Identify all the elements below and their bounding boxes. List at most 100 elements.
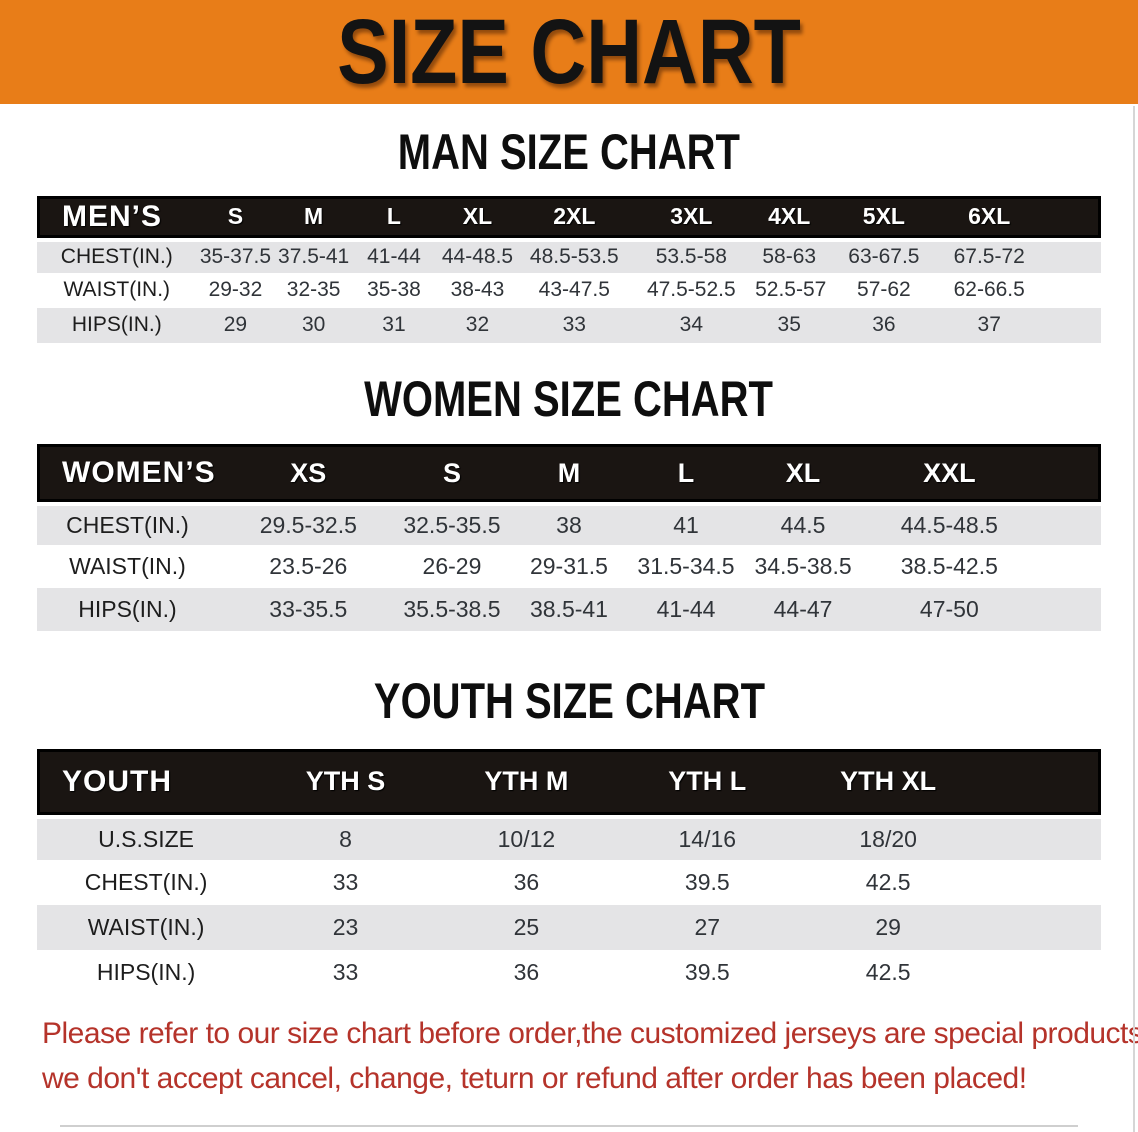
spacer-cell bbox=[1034, 307, 1101, 343]
cell: 14/16 bbox=[616, 814, 798, 860]
women-col-m: M bbox=[505, 444, 633, 502]
cell: 26-29 bbox=[398, 545, 506, 588]
cell: 18/20 bbox=[797, 814, 979, 860]
cell: 37 bbox=[943, 307, 1035, 343]
youth-header-row: YOUTH YTH S YTH M YTH L YTH XL bbox=[37, 748, 1101, 815]
cell: 42.5 bbox=[797, 949, 979, 995]
cell: 35-37.5 bbox=[196, 237, 275, 273]
cell: 33 bbox=[520, 307, 629, 343]
women-header-row: WOMEN’S XS S M L XL XXL bbox=[37, 444, 1101, 502]
women-section-title-text: WOMEN SIZE CHART bbox=[364, 370, 774, 427]
men-chest-row: CHEST(IN.) 35-37.5 37.5-41 41-44 44-48.5… bbox=[37, 237, 1101, 273]
spacer-cell bbox=[1031, 502, 1101, 545]
spacer-cell bbox=[1034, 237, 1101, 273]
cell: 44-47 bbox=[739, 588, 867, 631]
cell: 33-35.5 bbox=[217, 588, 399, 631]
women-section-title: WOMEN SIZE CHART bbox=[0, 371, 1138, 429]
cell: 29-31.5 bbox=[505, 545, 633, 588]
men-col-3xl: 3XL bbox=[628, 195, 755, 238]
cell: 44-48.5 bbox=[434, 237, 521, 273]
cell: 29 bbox=[797, 904, 979, 950]
youth-ussize-row: U.S.SIZE 8 10/12 14/16 18/20 bbox=[37, 814, 1101, 860]
cell: 44.5-48.5 bbox=[866, 502, 1032, 545]
cell: 52.5-57 bbox=[754, 272, 826, 308]
men-section: MAN SIZE CHART MEN’S S M L XL 2XL 3XL 4X… bbox=[0, 124, 1138, 343]
cell: 32 bbox=[434, 307, 521, 343]
cell: 35-38 bbox=[353, 272, 435, 308]
row-label: CHEST(IN.) bbox=[37, 859, 256, 905]
cell: 41-44 bbox=[353, 237, 435, 273]
row-label: HIPS(IN.) bbox=[37, 949, 256, 995]
women-col-xxl: XXL bbox=[866, 444, 1032, 502]
cell: 38-43 bbox=[434, 272, 521, 308]
cell: 32-35 bbox=[274, 272, 353, 308]
cell: 25 bbox=[435, 904, 617, 950]
women-hips-row: HIPS(IN.) 33-35.5 35.5-38.5 38.5-41 41-4… bbox=[37, 588, 1101, 631]
cell: 33 bbox=[255, 859, 436, 905]
cell: 36 bbox=[435, 949, 617, 995]
spacer-cell bbox=[978, 904, 1101, 950]
cell: 32.5-35.5 bbox=[398, 502, 506, 545]
cell: 34 bbox=[628, 307, 755, 343]
cell: 29 bbox=[196, 307, 275, 343]
spacer-cell bbox=[978, 859, 1101, 905]
disclaimer: Please refer to our size chart before or… bbox=[42, 1011, 1138, 1101]
men-col-6xl: 6XL bbox=[943, 195, 1035, 238]
cell: 53.5-58 bbox=[628, 237, 755, 273]
cell: 48.5-53.5 bbox=[520, 237, 629, 273]
youth-hips-row: HIPS(IN.) 33 36 39.5 42.5 bbox=[37, 949, 1101, 995]
youth-section: YOUTH SIZE CHART YOUTH YTH S YTH M YTH L… bbox=[0, 673, 1138, 995]
cell: 33 bbox=[255, 949, 436, 995]
men-header-row: MEN’S S M L XL 2XL 3XL 4XL 5XL 6XL bbox=[37, 195, 1101, 238]
spacer-cell bbox=[978, 814, 1101, 860]
row-label: WAIST(IN.) bbox=[37, 904, 256, 950]
cell: 63-67.5 bbox=[824, 237, 944, 273]
disclaimer-line2: we don't accept cancel, change, teturn o… bbox=[42, 1061, 1027, 1095]
row-label: HIPS(IN.) bbox=[37, 307, 197, 343]
cell: 44.5 bbox=[739, 502, 867, 545]
men-col-s: S bbox=[196, 195, 275, 238]
women-header-label: WOMEN’S bbox=[37, 444, 218, 502]
cell: 38.5-41 bbox=[505, 588, 633, 631]
youth-col-l: YTH L bbox=[616, 748, 798, 815]
cell: 27 bbox=[616, 904, 798, 950]
row-label: CHEST(IN.) bbox=[37, 237, 197, 273]
women-col-l: L bbox=[632, 444, 740, 502]
cell: 38 bbox=[505, 502, 633, 545]
cell: 67.5-72 bbox=[943, 237, 1035, 273]
women-chest-row: CHEST(IN.) 29.5-32.5 32.5-35.5 38 41 44.… bbox=[37, 502, 1101, 545]
banner: SIZE CHART bbox=[0, 0, 1138, 104]
cell: 42.5 bbox=[797, 859, 979, 905]
spacer-cell bbox=[1034, 272, 1101, 308]
women-col-s: S bbox=[398, 444, 506, 502]
row-label: WAIST(IN.) bbox=[37, 272, 197, 308]
men-waist-row: WAIST(IN.) 29-32 32-35 35-38 38-43 43-47… bbox=[37, 272, 1101, 308]
youth-section-title: YOUTH SIZE CHART bbox=[0, 673, 1138, 731]
women-col-xs: XS bbox=[217, 444, 399, 502]
women-section: WOMEN SIZE CHART WOMEN’S XS S M L XL XXL bbox=[0, 371, 1138, 631]
men-section-title-text: MAN SIZE CHART bbox=[397, 124, 741, 180]
cell: 35 bbox=[754, 307, 825, 343]
cell: 36 bbox=[824, 307, 944, 343]
cell: 58-63 bbox=[754, 237, 825, 273]
spacer-cell bbox=[978, 748, 1101, 815]
youth-section-title-text: YOUTH SIZE CHART bbox=[373, 673, 765, 729]
men-size-table: MEN’S S M L XL 2XL 3XL 4XL 5XL 6XL CHEST… bbox=[37, 195, 1101, 343]
cell: 41 bbox=[632, 502, 740, 545]
cell: 31.5-34.5 bbox=[632, 545, 740, 588]
men-col-xl: XL bbox=[434, 195, 521, 238]
men-col-l: L bbox=[353, 195, 435, 238]
men-col-2xl: 2XL bbox=[520, 195, 629, 238]
cell: 38.5-42.5 bbox=[866, 545, 1032, 588]
cell: 31 bbox=[353, 307, 435, 343]
men-hips-row: HIPS(IN.) 29 30 31 32 33 34 35 36 37 bbox=[37, 307, 1101, 343]
youth-col-m: YTH M bbox=[435, 748, 617, 815]
youth-col-s: YTH S bbox=[255, 748, 436, 815]
row-label: CHEST(IN.) bbox=[37, 502, 218, 545]
cell: 23.5-26 bbox=[217, 545, 399, 588]
men-header-label: MEN’S bbox=[37, 195, 197, 238]
cell: 29-32 bbox=[196, 272, 275, 308]
disclaimer-line1: Please refer to our size chart before or… bbox=[42, 1016, 1138, 1050]
cell: 23 bbox=[255, 904, 436, 950]
